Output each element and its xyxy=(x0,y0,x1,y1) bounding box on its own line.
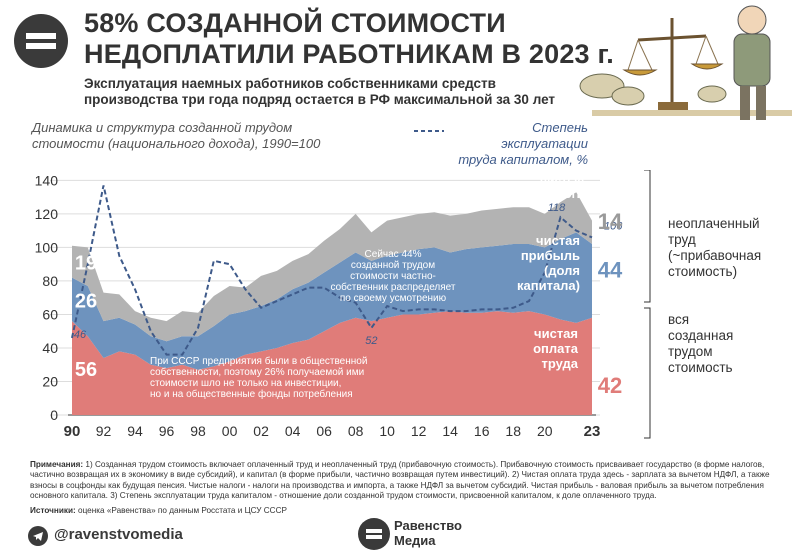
dash-legend-swatch xyxy=(414,130,444,132)
profit-area xyxy=(72,232,592,370)
x-tick-label: 02 xyxy=(253,423,269,439)
share-label-2023: 14 xyxy=(598,209,623,234)
exploitation-point-label: 106 xyxy=(604,220,623,232)
cartoon-illustration xyxy=(579,5,792,120)
all-value-label: вся созданная трудом стоимость xyxy=(668,312,733,376)
telegram-icon[interactable] xyxy=(28,526,48,546)
unpaid-line-1: неоплаченный xyxy=(668,216,760,231)
right-brackets xyxy=(644,170,651,439)
now-annotation: собственник распределяет xyxy=(331,281,456,293)
page-title: 58% СОЗДАННОЙ СТОИМОСТИ НЕДОПЛАТИЛИ РАБО… xyxy=(84,8,614,70)
unpaid-labor-label: неоплаченный труд (~прибавочная стоимост… xyxy=(668,216,761,280)
x-tick-label: 98 xyxy=(190,423,206,439)
exploitation-point-label: 46 xyxy=(74,329,87,341)
x-tick-label: 00 xyxy=(222,423,238,439)
x-tick-label: 90 xyxy=(64,423,81,440)
taxes-series-label: налоги xyxy=(543,187,584,201)
exploitation-point-label: 118 xyxy=(548,202,566,214)
x-tick-label: 92 xyxy=(96,423,112,439)
taxes-series-label: чистые xyxy=(540,174,584,188)
wages-series-label: труда xyxy=(541,356,578,371)
y-tick-label: 120 xyxy=(35,206,59,222)
brand-line-1: Равенство xyxy=(394,518,462,533)
brand-line-2: Медиа xyxy=(394,533,436,548)
x-tick-label: 96 xyxy=(159,423,175,439)
dash-legend-line-2: труда капиталом, % xyxy=(458,152,588,167)
share-label-2023: 44 xyxy=(598,258,623,283)
profit-series-label: прибыль xyxy=(521,248,580,263)
share-label-2023: 42 xyxy=(598,373,622,398)
logo-icon xyxy=(14,14,68,68)
x-tick-label: 18 xyxy=(505,423,521,439)
all-line-4: стоимость xyxy=(668,360,733,375)
y-tick-label: 100 xyxy=(35,239,59,255)
y-tick-label: 60 xyxy=(42,306,58,322)
x-tick-label: 06 xyxy=(316,423,332,439)
sources-text: оценка «Равенства» по данным Росстата и … xyxy=(75,506,287,515)
y-tick-label: 80 xyxy=(42,273,58,289)
ussr-annotation: стоимости шло не только на инвестиции, xyxy=(150,378,341,389)
sources: Источники: оценка «Равенства» по данным … xyxy=(30,506,287,515)
now-annotation: по своему усмотрению xyxy=(340,293,447,304)
scales-illustration xyxy=(579,18,792,116)
title-line-1: 58% СОЗДАННОЙ СТОИМОСТИ xyxy=(84,8,506,38)
footnotes: Примечания: 1) Созданная трудом стоимост… xyxy=(30,460,780,502)
x-tick-label: 94 xyxy=(127,423,143,439)
notes-label: Примечания: xyxy=(30,460,84,469)
wages-series-label: оплата xyxy=(533,341,579,356)
profit-series-label: чистая xyxy=(536,233,580,248)
y-tick-label: 140 xyxy=(35,172,59,188)
share-label-1990: 26 xyxy=(75,290,97,312)
stacked-area-chart: 0 20 40 60 80 100 120 140 90 92 94 96 98 00 02 04 06 08 10… xyxy=(35,172,624,440)
x-tick-label: 20 xyxy=(537,423,553,439)
share-label-1990: 56 xyxy=(75,359,97,381)
all-line-3: трудом xyxy=(668,344,713,359)
ussr-annotation: собственности, поэтому 26% получаемой им… xyxy=(150,366,364,378)
taxes-area xyxy=(72,192,592,342)
x-tick-label: 12 xyxy=(411,423,427,439)
now-annotation: созданной трудом xyxy=(351,260,435,271)
ussr-annotation: но и на общественные фонды потребления xyxy=(150,388,353,400)
stack-legend-line-1: Динамика и структура созданной трудом xyxy=(32,120,293,135)
exploitation-point-label: 52 xyxy=(365,335,377,347)
brand-name: Равенство Медиа xyxy=(394,518,462,548)
y-tick-label: 20 xyxy=(42,373,58,389)
unpaid-line-3: (~прибавочная xyxy=(668,248,762,263)
social-handle-link[interactable]: @ravenstvomedia xyxy=(54,526,183,543)
x-tick-label: 04 xyxy=(285,423,301,439)
brand-logo-icon xyxy=(358,518,390,550)
unpaid-line-2: труд xyxy=(668,232,696,247)
stack-legend-label: Динамика и структура созданной трудом ст… xyxy=(32,120,362,152)
subtitle-line-2: производства три года подряд остается в … xyxy=(84,92,556,107)
capitalist-figure xyxy=(733,5,771,120)
y-tick-label: 0 xyxy=(50,407,58,423)
now-annotation: стоимости частно- xyxy=(350,271,436,282)
wages-area xyxy=(72,311,592,415)
x-tick-label: 10 xyxy=(379,423,395,439)
ussr-annotation: При СССР предприятия были в общественной xyxy=(150,355,367,367)
now-annotation: Сейчас 44% xyxy=(365,249,422,260)
all-line-2: созданная xyxy=(668,328,734,343)
wages-series-label: чистая xyxy=(534,326,578,341)
all-line-1: вся xyxy=(668,312,690,327)
subtitle-line-1: Эксплуатация наемных работников собствен… xyxy=(84,76,496,91)
x-tick-label: 23 xyxy=(584,423,601,440)
title-line-2: НЕДОПЛАТИЛИ РАБОТНИКАМ В 2023 г. xyxy=(84,39,614,69)
sources-label: Источники: xyxy=(30,506,76,515)
share-label-1990: 19 xyxy=(75,253,97,275)
profit-series-label: капитала) xyxy=(517,278,580,293)
dash-legend-label: Степень эксплуатации труда капиталом, % xyxy=(448,120,588,168)
y-tick-label: 40 xyxy=(42,340,58,356)
stack-legend-line-2: стоимости (национального дохода), 1990=1… xyxy=(32,136,321,151)
dash-legend-line-1: Степень эксплуатации xyxy=(501,120,588,151)
page-subtitle: Эксплуатация наемных работников собствен… xyxy=(84,76,555,108)
unpaid-line-4: стоимость) xyxy=(668,264,738,279)
profit-series-label: (доля xyxy=(544,263,580,278)
x-tick-label: 08 xyxy=(348,423,364,439)
exploitation-line xyxy=(71,185,593,356)
x-tick-label: 14 xyxy=(442,423,458,439)
x-tick-label: 16 xyxy=(474,423,490,439)
notes-text: 1) Созданная трудом стоимость включает о… xyxy=(30,460,770,501)
